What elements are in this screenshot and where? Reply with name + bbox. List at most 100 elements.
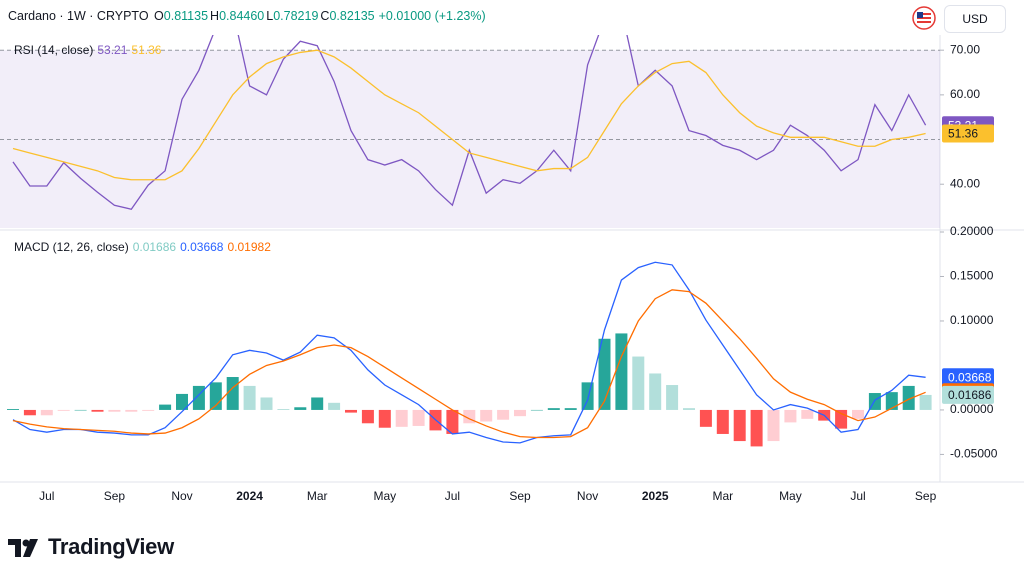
y-tick-label: 0.15000 bbox=[950, 269, 994, 283]
x-tick-label: Sep bbox=[915, 489, 937, 503]
histogram-bar bbox=[7, 409, 19, 410]
histogram-bar bbox=[345, 409, 357, 413]
hist-last: 0.01686 bbox=[132, 240, 177, 254]
x-tick-label: Sep bbox=[104, 489, 126, 503]
histogram-bar bbox=[649, 373, 662, 410]
change: +0.01000 (+1.23%) bbox=[378, 9, 486, 23]
x-tick-label: Jul bbox=[445, 489, 460, 503]
x-tick-label: 2025 bbox=[642, 489, 669, 503]
histogram-bar bbox=[395, 409, 408, 427]
histogram-bar bbox=[733, 409, 746, 442]
ohlc-key: L bbox=[266, 9, 274, 23]
rsi-legend: RSI (14, close) 53.21 51.36 bbox=[14, 43, 165, 57]
histogram-bar bbox=[294, 407, 307, 410]
histogram-bar bbox=[74, 409, 87, 411]
histogram-bar bbox=[547, 408, 560, 410]
y-tick-label: 60.00 bbox=[950, 87, 980, 101]
y-tick-label: 40.00 bbox=[950, 176, 980, 190]
histogram-bar bbox=[767, 409, 780, 442]
series-line bbox=[12, 261, 926, 444]
x-tick-label: Jul bbox=[850, 489, 865, 503]
brand: TradingView bbox=[48, 534, 174, 559]
histogram-bar bbox=[378, 409, 391, 428]
x-tick-label: May bbox=[373, 489, 396, 503]
ohlc-key: C bbox=[320, 9, 330, 23]
histogram-bar bbox=[226, 377, 239, 410]
last-value-label: 0.03668 bbox=[948, 370, 992, 384]
histogram-bar bbox=[514, 409, 526, 417]
histogram-bar bbox=[885, 392, 898, 410]
histogram-bar bbox=[108, 409, 121, 412]
ohlc-key: O bbox=[154, 9, 164, 23]
flag-icon bbox=[912, 6, 936, 30]
histogram-bar bbox=[835, 409, 848, 429]
macd-legend: MACD (12, 26, close) 0.01686 0.03668 0.0198… bbox=[14, 240, 275, 254]
histogram-bar bbox=[480, 409, 493, 422]
y-tick-label: 0.00000 bbox=[950, 402, 994, 416]
histogram-bar bbox=[91, 409, 104, 412]
rsi-last: 53.21 bbox=[97, 43, 128, 57]
last-value-badge bbox=[942, 368, 994, 387]
ohlc-value: 0.81135 bbox=[163, 9, 209, 23]
header: Cardano · 1W · CRYPTO O0.81135 H0.84460 L0… bbox=[8, 9, 488, 23]
series-line bbox=[12, 49, 926, 181]
rsi-title: RSI (14, close) bbox=[14, 43, 94, 57]
x-tick-label: 2024 bbox=[236, 489, 263, 503]
symbol: Cardano · 1W · CRYPTO bbox=[8, 9, 149, 23]
ohlc-key: H bbox=[210, 9, 220, 23]
ohlc: O0.81135 H0.84460 L0.78219 C0.82135 bbox=[154, 9, 377, 23]
histogram-bar bbox=[699, 409, 712, 427]
last-value-badge bbox=[942, 385, 994, 404]
histogram-bar bbox=[683, 408, 695, 410]
x-tick-label: Sep bbox=[509, 489, 531, 503]
rsi-ma-last: 51.36 bbox=[131, 43, 162, 57]
histogram-bar bbox=[192, 385, 205, 410]
histogram-bar bbox=[801, 409, 814, 419]
x-tick-label: Mar bbox=[712, 489, 733, 503]
histogram-bar bbox=[750, 409, 763, 447]
histogram-bar bbox=[784, 409, 797, 423]
histogram-bar bbox=[919, 394, 932, 410]
last-value-label: 51.36 bbox=[948, 127, 978, 141]
y-tick-label: 0.10000 bbox=[950, 313, 994, 327]
histogram-bar bbox=[446, 409, 459, 434]
last-value-label: 0.01686 bbox=[948, 388, 992, 402]
histogram-bar bbox=[142, 409, 155, 411]
x-tick-label: Nov bbox=[577, 489, 598, 503]
chart: Jul Sep Nov 2024 Mar May Jul Sep Nov 2025 Mar May Ju… bbox=[0, 35, 1024, 503]
ohlc-value: 0.82135 bbox=[329, 9, 375, 23]
x-tick-label: May bbox=[779, 489, 802, 503]
histogram-bar bbox=[57, 409, 70, 411]
histogram-bar bbox=[311, 397, 324, 410]
histogram-bar bbox=[530, 409, 543, 411]
histogram-bar bbox=[852, 409, 864, 419]
histogram-bar bbox=[23, 409, 36, 416]
histogram-bar bbox=[564, 408, 577, 410]
last-value-badge bbox=[942, 124, 994, 143]
x-tick-label: Mar bbox=[307, 489, 328, 503]
y-tick-label: -0.05000 bbox=[950, 447, 998, 461]
macd-last: 0.03668 bbox=[180, 240, 224, 254]
histogram-bar bbox=[243, 385, 256, 410]
histogram-bar bbox=[666, 385, 679, 410]
x-tick-label: Jul bbox=[39, 489, 54, 503]
y-tick-label: 70.00 bbox=[950, 42, 980, 56]
histogram-bar bbox=[716, 409, 729, 434]
histogram-bar bbox=[125, 409, 138, 412]
histogram-bar bbox=[902, 385, 915, 410]
histogram-bar bbox=[581, 382, 594, 410]
histogram-bar bbox=[277, 409, 290, 410]
y-tick-label: 0.20000 bbox=[950, 224, 994, 238]
histogram-bar bbox=[497, 409, 510, 420]
histogram-bar bbox=[615, 333, 628, 410]
histogram-bar bbox=[260, 397, 273, 410]
ohlc-value: 0.84460 bbox=[219, 9, 265, 23]
signal-last: 0.01982 bbox=[227, 240, 271, 254]
histogram-bar bbox=[176, 393, 188, 410]
macd-title: MACD (12, 26, close) bbox=[14, 240, 129, 254]
series-line bbox=[12, 289, 926, 439]
histogram-bar bbox=[361, 409, 374, 424]
currency-button[interactable]: USD bbox=[944, 5, 1006, 33]
histogram-bar bbox=[412, 409, 425, 426]
